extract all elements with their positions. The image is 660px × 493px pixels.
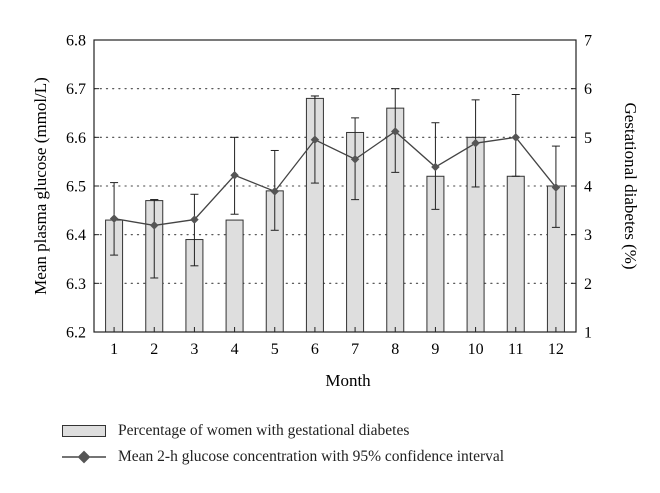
line-series xyxy=(109,88,561,279)
legend-line-swatch xyxy=(62,450,106,464)
right-tick-label: 1 xyxy=(584,325,592,342)
line-point xyxy=(190,215,199,224)
legend: Percentage of women with gestational dia… xyxy=(62,418,652,470)
left-tick-label: 6.7 xyxy=(66,81,86,98)
line-point xyxy=(109,214,119,223)
legend-line-label: Mean 2-h glucose concentration with 95% … xyxy=(118,448,505,465)
x-tick-label: 8 xyxy=(391,341,399,358)
x-tick-label: 3 xyxy=(190,341,198,358)
x-tick-label: 6 xyxy=(311,341,319,358)
right-tick-label: 5 xyxy=(584,130,592,147)
line-point xyxy=(310,135,320,145)
legend-bar-label: Percentage of women with gestational dia… xyxy=(118,422,410,439)
left-tick-label: 6.5 xyxy=(66,179,86,196)
line-point xyxy=(150,221,159,230)
grid-lines xyxy=(93,88,577,284)
right-tick-label: 3 xyxy=(584,227,592,244)
line-point xyxy=(471,138,480,148)
line-point xyxy=(431,162,440,172)
left-axis-label: Mean plasma glucose (mmol/L) xyxy=(31,77,50,295)
bar-series xyxy=(105,95,565,333)
x-tick-label: 10 xyxy=(468,341,484,358)
left-tick-label: 6.3 xyxy=(66,276,86,293)
bar xyxy=(506,175,525,333)
right-tick-label: 2 xyxy=(584,276,592,293)
line-point xyxy=(350,154,360,164)
line-point xyxy=(270,187,279,196)
legend-item-bars: Percentage of women with gestational dia… xyxy=(62,418,652,444)
x-tick-label: 4 xyxy=(231,341,239,358)
x-tick-label: 12 xyxy=(548,341,564,358)
bar xyxy=(225,219,244,333)
right-tick-label: 4 xyxy=(584,179,592,196)
right-tick-label: 7 xyxy=(584,33,592,50)
line-point xyxy=(391,127,400,136)
x-tick-label: 1 xyxy=(110,341,118,358)
left-tick-label: 6.6 xyxy=(66,130,86,147)
left-tick-label: 6.8 xyxy=(66,33,86,50)
x-tick-label: 2 xyxy=(150,341,158,358)
legend-item-line: Mean 2-h glucose concentration with 95% … xyxy=(62,444,652,470)
x-tick-label: 11 xyxy=(508,341,523,358)
glucose-line xyxy=(113,130,557,227)
x-tick-label: 9 xyxy=(431,341,439,358)
left-tick-label: 6.4 xyxy=(66,227,86,244)
right-axis-label: Gestational diabetes (%) xyxy=(621,102,640,269)
line-point xyxy=(230,171,239,180)
x-tick-label: 7 xyxy=(351,341,359,358)
legend-bar-swatch xyxy=(62,425,106,437)
right-tick-label: 6 xyxy=(584,81,592,98)
x-axis-label: Month xyxy=(325,371,371,390)
x-tick-label: 5 xyxy=(271,341,279,358)
left-tick-label: 6.2 xyxy=(66,325,86,342)
